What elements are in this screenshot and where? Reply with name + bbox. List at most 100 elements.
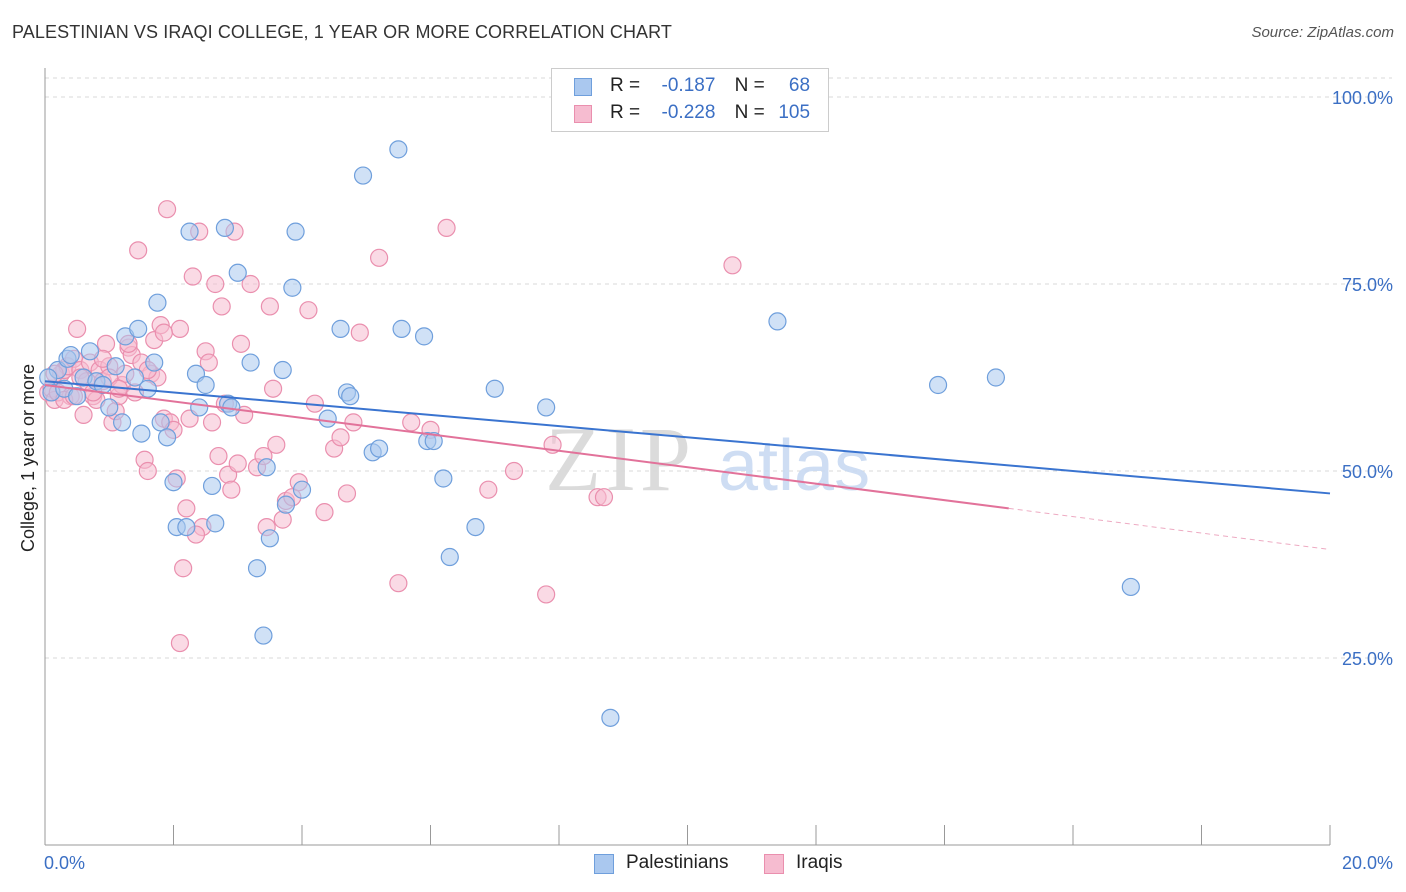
iraqi-point xyxy=(402,413,421,432)
palestinian-point xyxy=(247,559,267,578)
palestinian-point xyxy=(601,708,620,727)
iraqi-point xyxy=(504,461,524,481)
iraqi-point xyxy=(267,435,286,454)
x-tick-label: 20.0% xyxy=(1342,853,1393,873)
palestinians-points xyxy=(39,140,1140,727)
chart-title: PALESTINIAN VS IRAQI COLLEGE, 1 YEAR OR … xyxy=(12,22,673,42)
palestinians-trend-line xyxy=(44,380,1331,495)
palestinian-point xyxy=(283,278,302,297)
iraqi-point xyxy=(370,248,389,267)
iraqi-point xyxy=(241,274,260,294)
palestinian-point xyxy=(157,428,177,447)
palestinian-point xyxy=(61,345,80,365)
iraqi-point xyxy=(212,297,231,316)
palestinian-point xyxy=(392,319,411,338)
legend-label: Palestinians xyxy=(626,852,729,873)
palestinian-point xyxy=(164,473,183,492)
palestinian-point xyxy=(331,319,350,338)
iraqi-point xyxy=(206,274,225,294)
palestinian-point xyxy=(190,398,209,417)
r-value: -0.228 xyxy=(661,102,716,123)
correlation-legend: R = -0.187 N = 68 R = -0.228 N = 105 xyxy=(551,68,829,132)
iraqi-point xyxy=(344,413,363,432)
r-label: R = xyxy=(610,75,641,96)
iraqi-point xyxy=(174,559,193,578)
palestinian-point xyxy=(39,368,58,387)
source-credit: Source: ZipAtlas.com xyxy=(1251,24,1394,41)
blue-swatch xyxy=(594,854,614,874)
palestinian-point xyxy=(254,626,273,645)
palestinian-point xyxy=(276,495,296,514)
iraqi-point xyxy=(68,319,87,338)
n-value: 68 xyxy=(788,75,811,96)
palestinian-point xyxy=(196,375,215,395)
iraqi-point xyxy=(129,241,148,260)
x-tick-label: 0.0% xyxy=(44,853,85,873)
palestinian-point xyxy=(228,263,247,282)
iraqi-point xyxy=(479,480,498,499)
palestinian-point xyxy=(414,327,434,346)
palestinian-point xyxy=(424,431,443,451)
palestinian-point xyxy=(485,379,504,398)
iraqi-point xyxy=(96,334,116,353)
iraqis-trend-line xyxy=(44,383,1009,510)
palestinian-point xyxy=(106,357,125,376)
palestinian-point xyxy=(370,439,389,458)
palestinian-point xyxy=(1121,577,1140,597)
iraqi-point xyxy=(74,405,93,424)
palestinian-point xyxy=(180,222,199,241)
iraqi-point xyxy=(350,323,369,342)
r-value: -0.187 xyxy=(661,75,716,96)
iraqi-point xyxy=(231,334,251,353)
pink-swatch xyxy=(764,854,784,874)
palestinian-point xyxy=(341,387,360,406)
palestinian-point xyxy=(151,413,170,432)
palestinian-point xyxy=(318,409,337,428)
iraqi-point xyxy=(183,267,202,286)
palestinian-point xyxy=(112,413,132,432)
palestinian-point xyxy=(537,398,556,417)
y-axis-label: College, 1 year or more xyxy=(18,364,38,552)
n-label: N = xyxy=(734,102,765,123)
palestinian-point xyxy=(80,342,100,361)
n-label: N = xyxy=(734,75,765,96)
iraqi-point xyxy=(723,256,742,275)
palestinian-point xyxy=(125,368,145,387)
iraqi-point xyxy=(437,218,456,237)
iraqi-point xyxy=(260,297,279,316)
palestinian-point xyxy=(148,293,167,312)
iraqi-point xyxy=(389,574,408,593)
iraqi-point xyxy=(154,323,173,342)
palestinian-point xyxy=(768,312,787,331)
iraqi-point xyxy=(157,200,177,219)
watermark-atlas: atlas xyxy=(718,426,870,506)
iraqi-point xyxy=(228,454,247,473)
palestinian-point xyxy=(257,458,276,477)
palestinian-point xyxy=(206,514,225,533)
iraqi-point xyxy=(594,488,614,507)
palestinian-point xyxy=(241,353,260,372)
palestinian-point xyxy=(132,424,151,443)
palestinian-point xyxy=(260,529,279,548)
iraqi-point xyxy=(315,503,334,522)
n-value: 105 xyxy=(778,102,811,123)
iraqi-point xyxy=(177,499,196,518)
palestinian-point xyxy=(389,140,408,159)
palestinian-point xyxy=(129,319,148,338)
iraqi-point xyxy=(209,446,228,466)
palestinian-point xyxy=(215,218,234,237)
iraqi-point xyxy=(170,319,190,338)
palestinian-point xyxy=(353,166,373,185)
iraqi-point xyxy=(170,633,190,653)
iraqi-point xyxy=(202,413,222,432)
palestinian-point xyxy=(286,222,305,241)
palestinian-point xyxy=(202,476,222,496)
iraqi-point xyxy=(299,301,318,320)
y-tick-label: 25.0% xyxy=(1342,649,1393,669)
iraqi-point xyxy=(199,353,218,372)
iraqis-trend-extension xyxy=(1008,507,1331,551)
palestinian-point xyxy=(273,360,292,380)
palestinian-point xyxy=(68,387,87,406)
blue-swatch xyxy=(574,78,592,96)
